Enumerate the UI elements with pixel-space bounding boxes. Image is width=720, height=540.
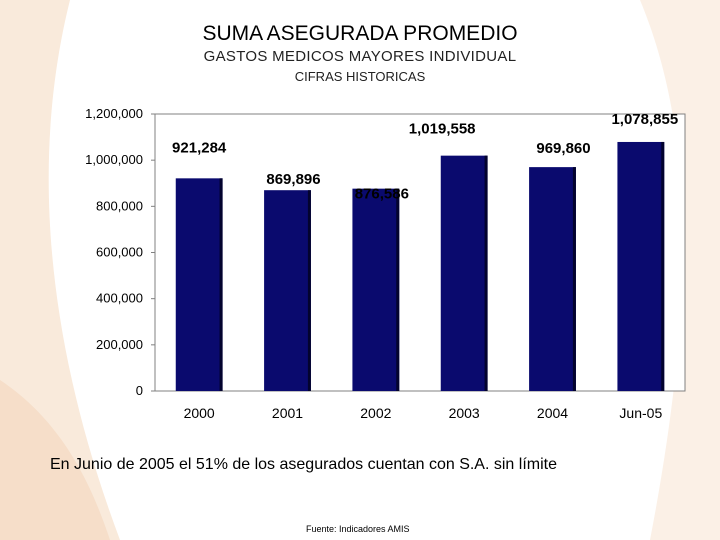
x-tick-label: 2004: [537, 405, 568, 421]
x-tick-label: 2000: [184, 405, 215, 421]
bar-2000: [175, 178, 223, 391]
data-label: 969,860: [536, 140, 590, 157]
x-tick-label: 2002: [360, 405, 391, 421]
x-tick-label: Jun-05: [619, 405, 662, 421]
source-label: Fuente: Indicadores AMIS: [306, 524, 410, 534]
bar-shade: [484, 155, 488, 391]
data-label: 876,586: [355, 186, 409, 203]
plot-area: [154, 113, 686, 392]
y-tick-label: 0: [136, 383, 143, 398]
slide-subtitle-secondary: CIFRAS HISTORICAS: [294, 69, 426, 84]
y-tick-label: 400,000: [96, 291, 143, 306]
y-tick-label: 1,200,000: [85, 106, 143, 121]
y-tick-label: 800,000: [96, 198, 143, 213]
data-label: 921,284: [172, 139, 227, 156]
bar-shade: [396, 188, 400, 391]
bar-shade: [307, 190, 311, 391]
y-tick-label: 1,000,000: [85, 152, 143, 167]
x-tick-label: 2001: [272, 405, 303, 421]
bar-2001: [264, 190, 311, 391]
bar-shade: [572, 167, 576, 391]
bar-shade: [219, 178, 223, 391]
data-label: 1,019,558: [409, 121, 476, 138]
bar-2004: [529, 167, 576, 391]
data-label: 869,896: [266, 171, 320, 188]
bar-2003: [440, 155, 488, 391]
slide-subtitle: GASTOS MEDICOS MAYORES INDIVIDUAL: [203, 48, 517, 65]
bar-2002: [352, 188, 400, 391]
x-tick-label: 2003: [449, 405, 480, 421]
y-tick-label: 200,000: [96, 337, 143, 352]
bar-shade: [661, 141, 665, 391]
bar-Jun-05: [617, 141, 665, 391]
slide-title: SUMA ASEGURADA PROMEDIO: [202, 22, 518, 45]
footnote: En Junio de 2005 el 51% de los asegurado…: [50, 456, 557, 473]
y-tick-label: 600,000: [96, 245, 143, 260]
data-label: 1,078,855: [611, 111, 678, 128]
